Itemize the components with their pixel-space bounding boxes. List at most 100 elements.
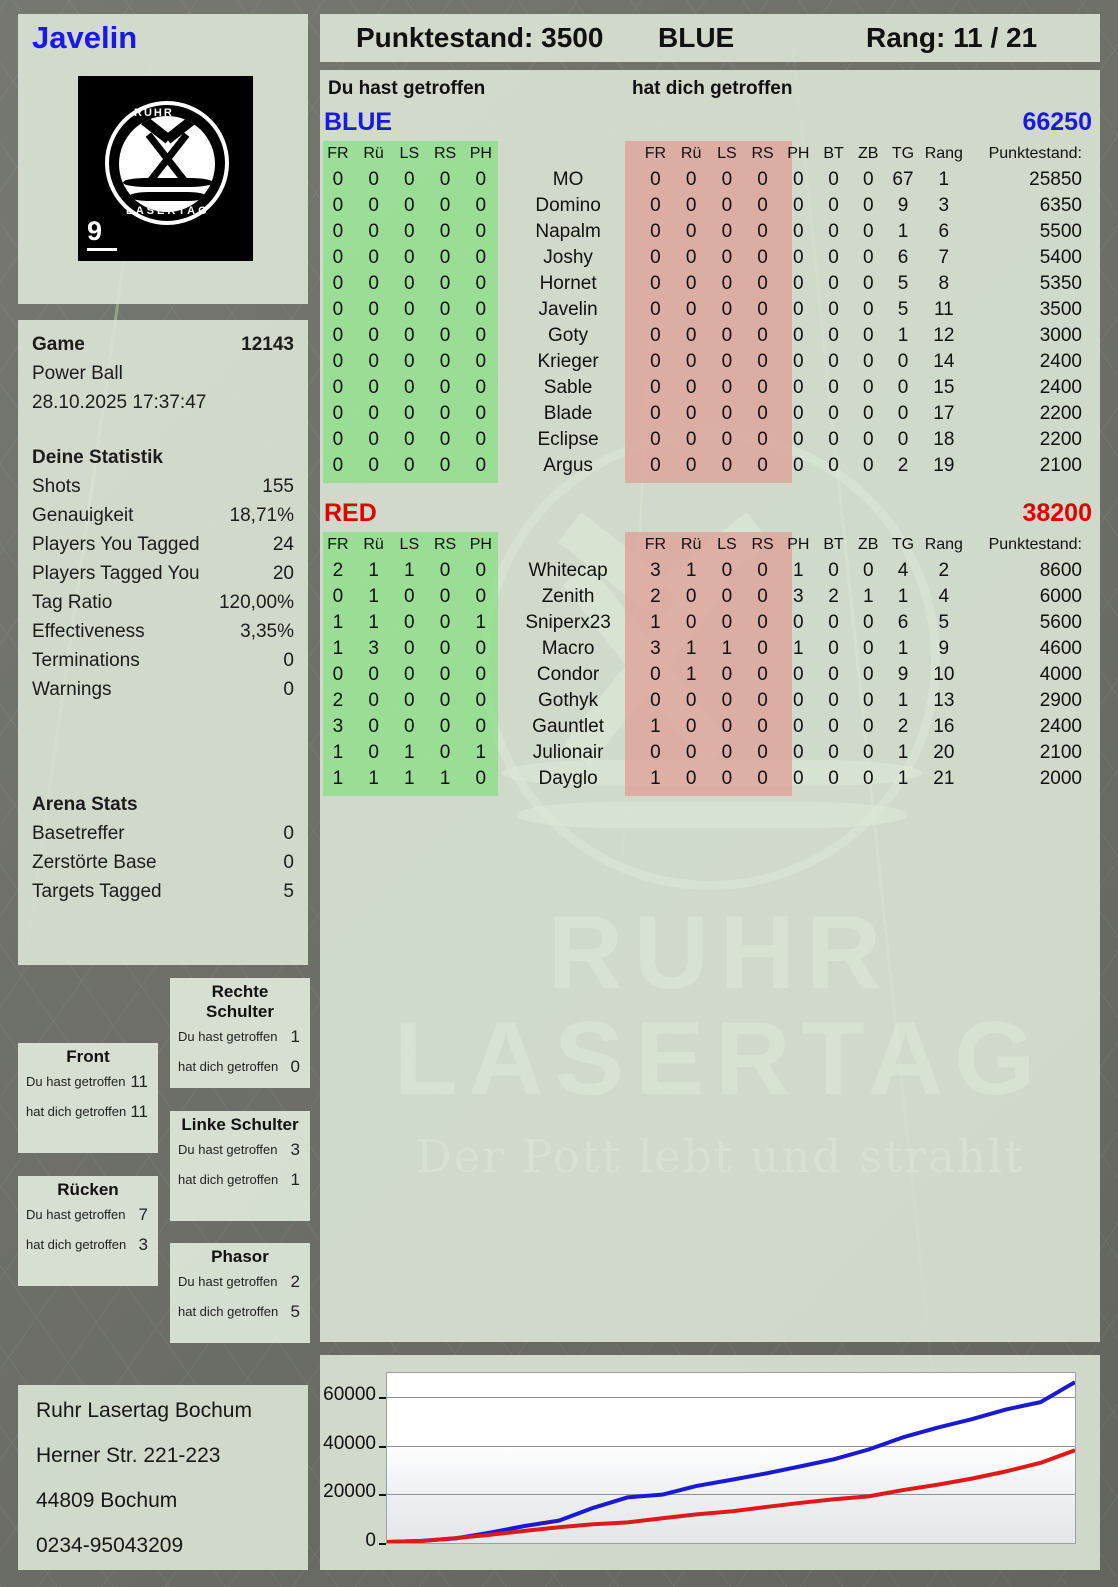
- cell-spacer: [499, 662, 507, 688]
- cell-hit-FR: 2: [320, 688, 356, 714]
- cell-spacer: [499, 427, 507, 453]
- stat-row: Warnings0: [32, 679, 294, 708]
- stat-row: Tag Ratio120,00%: [32, 592, 294, 621]
- col-zb: ZB: [851, 141, 886, 167]
- cell-hit-LS: 1: [391, 740, 427, 766]
- y-axis-tick-mark: [379, 1543, 386, 1545]
- cell-hit-Rü: 0: [356, 323, 392, 349]
- table-row: 21100Whitecap3100100428600: [320, 558, 1092, 584]
- cell-points: 2200: [967, 401, 1092, 427]
- stat-key: Players You Tagged: [32, 534, 200, 556]
- cell-taken-PH: 0: [780, 714, 816, 740]
- cell-taken-FR: 1: [638, 610, 674, 636]
- stat-rows: Shots155Genauigkeit18,71%Players You Tag…: [18, 476, 308, 708]
- cell-hit-RS: 0: [427, 297, 463, 323]
- arena-rows: Basetreffer0Zerstörte Base0Targets Tagge…: [18, 823, 308, 910]
- zone-taken-label: hat dich getroffen: [178, 1172, 278, 1187]
- table-row: 11110Dayglo10000001212000: [320, 766, 1092, 792]
- zone-hit-label: Du hast getroffen: [26, 1207, 126, 1222]
- col-hit-Rü: Rü: [356, 141, 392, 167]
- cell-zb: 0: [851, 453, 886, 479]
- col-hit-RS: RS: [427, 532, 463, 558]
- cell-zb: 1: [851, 584, 886, 610]
- cell-player-name: Gauntlet: [507, 714, 630, 740]
- cell-taken-RS: 0: [745, 219, 781, 245]
- cell-taken-Rü: 0: [673, 584, 709, 610]
- arena-stats-title: Arena Stats: [32, 794, 294, 823]
- cell-zb: 0: [851, 193, 886, 219]
- cell-taken-FR: 0: [638, 271, 674, 297]
- cell-hit-PH: 1: [463, 740, 499, 766]
- cell-points: 2400: [967, 349, 1092, 375]
- cell-zb: 0: [851, 610, 886, 636]
- cell-taken-PH: 0: [780, 323, 816, 349]
- cell-player-name: Zenith: [507, 584, 630, 610]
- cell-hit-FR: 1: [320, 636, 356, 662]
- cell-zb: 0: [851, 245, 886, 271]
- cell-taken-LS: 0: [709, 427, 745, 453]
- cell-player-name: Julionair: [507, 740, 630, 766]
- logo-top-text: RUHR: [134, 107, 174, 119]
- col-bt: BT: [816, 532, 851, 558]
- cell-points: 3500: [967, 297, 1092, 323]
- ruhr-lasertag-logo: RUHR LASERTAG 9: [78, 76, 253, 261]
- cell-points: 6000: [967, 584, 1092, 610]
- cell-hit-FR: 1: [320, 610, 356, 636]
- cell-bt: 0: [816, 323, 851, 349]
- cell-taken-LS: 0: [709, 610, 745, 636]
- cell-taken-Rü: 0: [673, 349, 709, 375]
- cell-player-name: Blade: [507, 401, 630, 427]
- zone-taken-value: 1: [291, 1170, 300, 1190]
- table-header-row: FRRüLSRSPHFRRüLSRSPHBTZBTGRangPunktestan…: [320, 141, 1092, 167]
- cell-bt: 0: [816, 219, 851, 245]
- cell-taken-FR: 0: [638, 688, 674, 714]
- cell-rang: 17: [920, 401, 967, 427]
- cell-hit-PH: 0: [463, 688, 499, 714]
- cell-zb: 0: [851, 740, 886, 766]
- cell-taken-RS: 0: [745, 714, 781, 740]
- cell-bt: 0: [816, 427, 851, 453]
- zone-rechte-schulter: Rechte SchulterDu hast getroffen1hat dic…: [170, 978, 310, 1088]
- cell-hit-RS: 0: [427, 375, 463, 401]
- cell-taken-RS: 0: [745, 558, 781, 584]
- cell-spacer: [499, 271, 507, 297]
- arena-row: Basetreffer0: [32, 823, 294, 852]
- cell-zb: 0: [851, 766, 886, 792]
- cell-taken-RS: 0: [745, 349, 781, 375]
- col-taken-PH: PH: [780, 141, 816, 167]
- cell-taken-RS: 0: [745, 375, 781, 401]
- cell-zb: 0: [851, 688, 886, 714]
- cell-taken-RS: 0: [745, 610, 781, 636]
- cell-taken-LS: 0: [709, 271, 745, 297]
- col-player: [507, 141, 630, 167]
- cell-bt: 0: [816, 297, 851, 323]
- cell-tg: 6: [886, 610, 921, 636]
- cell-zb: 0: [851, 167, 886, 193]
- cell-hit-FR: 2: [320, 558, 356, 584]
- cell-taken-FR: 0: [638, 297, 674, 323]
- zone-taken-value: 3: [139, 1235, 148, 1255]
- cell-hit-LS: 0: [391, 453, 427, 479]
- scoreboard-panel: Du hast getroffen hat dich getroffen BLU…: [320, 70, 1100, 1342]
- cell-taken-PH: 0: [780, 375, 816, 401]
- cell-tg: 1: [886, 323, 921, 349]
- cell-bt: 0: [816, 453, 851, 479]
- cell-rang: 6: [920, 219, 967, 245]
- cell-taken-FR: 0: [638, 349, 674, 375]
- stat-row: Shots155: [32, 476, 294, 505]
- table-row: 11001Sniperx231000000655600: [320, 610, 1092, 636]
- cell-hit-Rü: 1: [356, 766, 392, 792]
- cell-taken-Rü: 0: [673, 714, 709, 740]
- zone-hit-value: 11: [130, 1072, 148, 1092]
- stat-value: 155: [262, 476, 294, 498]
- cell-spacer: [499, 688, 507, 714]
- address-phone: 0234-95043209: [36, 1534, 290, 1558]
- game-datetime: 28.10.2025 17:37:47: [32, 392, 206, 414]
- cell-taken-LS: 0: [709, 558, 745, 584]
- cell-zb: 0: [851, 271, 886, 297]
- cell-hit-PH: 0: [463, 401, 499, 427]
- cell-points: 5600: [967, 610, 1092, 636]
- cell-player-name: Domino: [507, 193, 630, 219]
- cell-hit-PH: 0: [463, 766, 499, 792]
- cell-taken-Rü: 1: [673, 662, 709, 688]
